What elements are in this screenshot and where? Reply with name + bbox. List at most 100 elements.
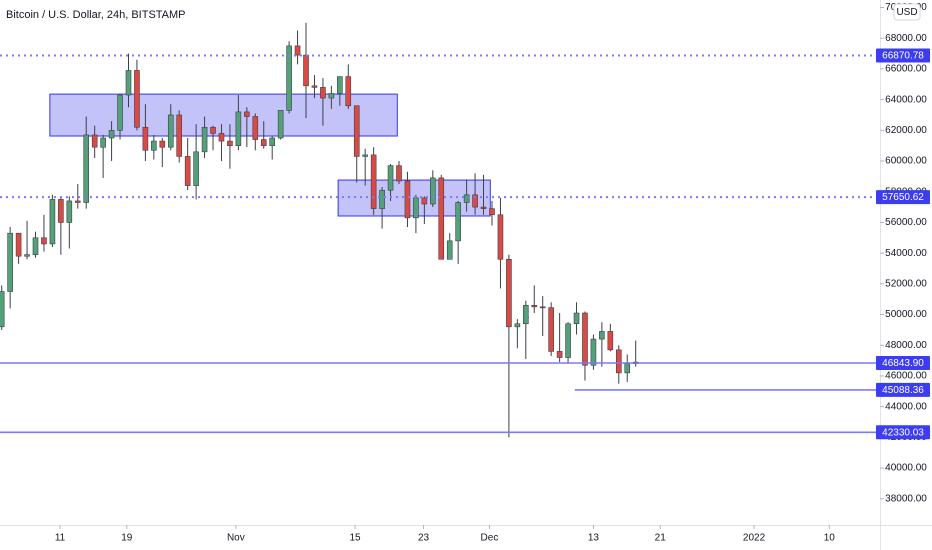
candle-body [556,351,563,358]
x-tick-label: 11 [55,533,66,544]
candle-body [320,87,326,99]
candle-body [218,133,225,142]
candle-body [548,307,554,352]
y-tick-label: 40000.00 [885,463,927,474]
candle-body [565,323,571,358]
candle-body [134,70,140,128]
level-label-box [876,48,930,63]
candle-body [244,111,250,117]
candle-body [269,137,275,146]
candle-body [100,137,106,148]
candle-body [404,180,411,219]
y-tick-label: 50000.00 [885,309,927,320]
candle-body [15,232,22,257]
candle-body [176,114,183,157]
candle-body [489,208,495,216]
level-label: 42330.03 [882,427,924,438]
x-tick-label: 2022 [743,533,766,544]
candle-body [421,197,428,205]
candle-body [210,126,216,134]
candle-body [142,126,149,151]
x-tick-label: Nov [227,533,245,544]
candle-body [0,291,5,328]
x-tick-label: 23 [418,533,430,544]
candle-body [353,105,360,157]
candle-body [227,140,233,146]
candle-body [159,140,166,148]
candle-body [539,306,546,309]
candle-body [379,189,385,209]
x-tick-label: 19 [121,533,133,544]
y-tick-label: 66000.00 [885,64,927,75]
candle-body [362,154,368,157]
candle-body [345,76,352,107]
candle-body [108,130,115,139]
candle-body [523,305,529,325]
candle-body [91,134,98,148]
candle-body [497,214,504,260]
candle-body [235,111,242,146]
candle-body [599,331,605,340]
level-label-box [876,190,930,205]
candle-body [573,312,580,325]
candle-body [74,200,81,203]
y-tick-label: 64000.00 [885,94,927,105]
candle-body [277,110,284,139]
candle-body [387,165,394,191]
y-tick-label: 54000.00 [885,248,927,259]
chart-title: Bitcoin / U.S. Dollar, 24h, BITSTAMP [6,9,186,21]
candle-body [58,199,64,223]
candle-body [286,45,292,111]
level-label: 45088.36 [882,385,924,396]
currency[interactable]: USD [896,7,917,18]
currency-box[interactable] [893,3,921,21]
candle-body [337,76,343,94]
candle-body [7,232,13,292]
y-tick-label: 38000.00 [885,493,927,504]
candle-body [455,202,461,242]
candle-body [117,94,123,131]
candle-body [472,194,478,208]
y-tick-label: 68000.00 [885,33,927,44]
candle-body [201,126,208,153]
plot [0,22,880,438]
level-label: 57650.62 [882,192,924,203]
level-label: 46843.90 [882,358,924,369]
candle-body [328,93,335,99]
level-label-box [876,382,930,397]
x-tick-label: 13 [588,533,600,544]
candle-body [531,305,538,308]
candle-body [252,116,259,140]
axes: 38000.0040000.0042000.0044000.0046000.00… [55,2,930,544]
candle-body [24,254,30,257]
y-tick-label: 60000.00 [885,156,927,167]
level-label-box [876,425,930,440]
candle-body [49,199,56,245]
candle-body [125,70,132,96]
candle-body [396,165,402,182]
candle-body [83,134,90,203]
candle-body [260,139,267,146]
candle-body [193,151,199,186]
y-tick-label: 48000.00 [885,340,927,351]
candle-body [590,338,597,366]
candle-body [514,323,521,328]
y-tick-label: 44000.00 [885,401,927,412]
y-tick-label: 46000.00 [885,371,927,382]
candle-body [66,200,73,223]
level-label: 66870.78 [882,51,924,62]
level-label-box [876,355,930,370]
candle-body [463,194,470,203]
zone [49,93,398,137]
candle-body [184,156,191,186]
y-tick-label: 62000.00 [885,125,927,136]
candle-body [151,140,157,151]
candle-body [370,154,377,209]
candle-body [41,237,47,245]
x-tick-label: Dec [481,533,499,544]
candle-body [506,258,512,328]
x-tick-label: 10 [824,533,836,544]
candle-body [582,312,588,366]
candle-body [480,206,487,209]
